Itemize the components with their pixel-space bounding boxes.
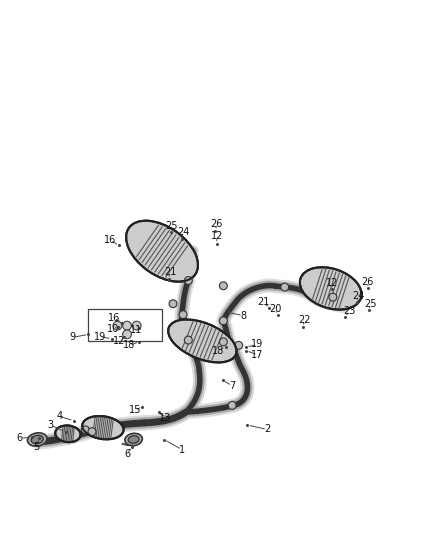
Circle shape bbox=[81, 426, 89, 434]
Ellipse shape bbox=[128, 436, 139, 443]
Text: 13: 13 bbox=[159, 413, 172, 423]
Text: 25: 25 bbox=[364, 298, 376, 309]
Text: 21: 21 bbox=[258, 297, 270, 308]
Text: 26: 26 bbox=[211, 219, 223, 229]
Text: 6: 6 bbox=[124, 449, 130, 459]
Circle shape bbox=[169, 300, 177, 308]
Circle shape bbox=[184, 336, 192, 344]
Text: 8: 8 bbox=[240, 311, 246, 320]
Text: 12: 12 bbox=[113, 336, 125, 346]
Text: 19: 19 bbox=[94, 332, 106, 342]
Text: 11: 11 bbox=[130, 325, 142, 335]
Ellipse shape bbox=[126, 221, 198, 281]
Circle shape bbox=[219, 317, 227, 325]
Circle shape bbox=[179, 311, 187, 319]
Text: 26: 26 bbox=[362, 277, 374, 287]
Text: 4: 4 bbox=[56, 411, 62, 421]
Text: 12: 12 bbox=[326, 278, 338, 288]
Text: 23: 23 bbox=[343, 306, 356, 316]
Ellipse shape bbox=[31, 435, 43, 444]
Circle shape bbox=[88, 427, 96, 435]
Ellipse shape bbox=[28, 433, 47, 446]
Text: 16: 16 bbox=[104, 235, 117, 245]
Text: 17: 17 bbox=[251, 350, 264, 360]
Ellipse shape bbox=[82, 416, 124, 439]
Text: 16: 16 bbox=[108, 313, 120, 323]
Ellipse shape bbox=[55, 425, 81, 442]
Circle shape bbox=[123, 321, 131, 330]
Text: 18: 18 bbox=[212, 345, 224, 356]
Text: 7: 7 bbox=[229, 381, 235, 391]
Text: 2: 2 bbox=[264, 424, 270, 434]
Text: 9: 9 bbox=[69, 333, 75, 343]
Circle shape bbox=[228, 401, 236, 409]
Text: 3: 3 bbox=[47, 420, 53, 430]
Text: 5: 5 bbox=[33, 442, 39, 452]
Text: 6: 6 bbox=[17, 433, 23, 443]
Text: 20: 20 bbox=[269, 304, 281, 314]
Ellipse shape bbox=[300, 267, 361, 310]
Text: 25: 25 bbox=[166, 221, 178, 231]
Text: 22: 22 bbox=[298, 315, 311, 325]
Circle shape bbox=[219, 338, 227, 346]
Circle shape bbox=[281, 283, 289, 291]
Text: 15: 15 bbox=[129, 405, 141, 415]
Text: 10: 10 bbox=[107, 324, 119, 334]
Text: 24: 24 bbox=[177, 228, 189, 237]
Text: 24: 24 bbox=[352, 291, 364, 301]
Circle shape bbox=[123, 330, 131, 339]
Circle shape bbox=[329, 293, 337, 301]
Circle shape bbox=[113, 321, 122, 330]
Ellipse shape bbox=[125, 433, 142, 446]
Circle shape bbox=[235, 342, 243, 349]
Text: 1: 1 bbox=[179, 445, 185, 455]
Text: 21: 21 bbox=[164, 266, 176, 277]
Circle shape bbox=[132, 321, 141, 330]
Text: 12: 12 bbox=[211, 231, 223, 241]
Text: 19: 19 bbox=[251, 340, 264, 350]
Ellipse shape bbox=[168, 319, 237, 362]
Circle shape bbox=[219, 282, 227, 290]
Text: 18: 18 bbox=[123, 341, 135, 350]
Circle shape bbox=[184, 277, 192, 285]
